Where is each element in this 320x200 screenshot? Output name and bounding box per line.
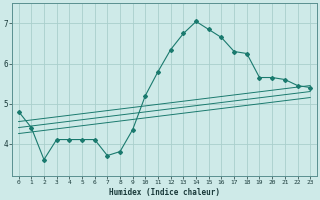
X-axis label: Humidex (Indice chaleur): Humidex (Indice chaleur)	[109, 188, 220, 197]
